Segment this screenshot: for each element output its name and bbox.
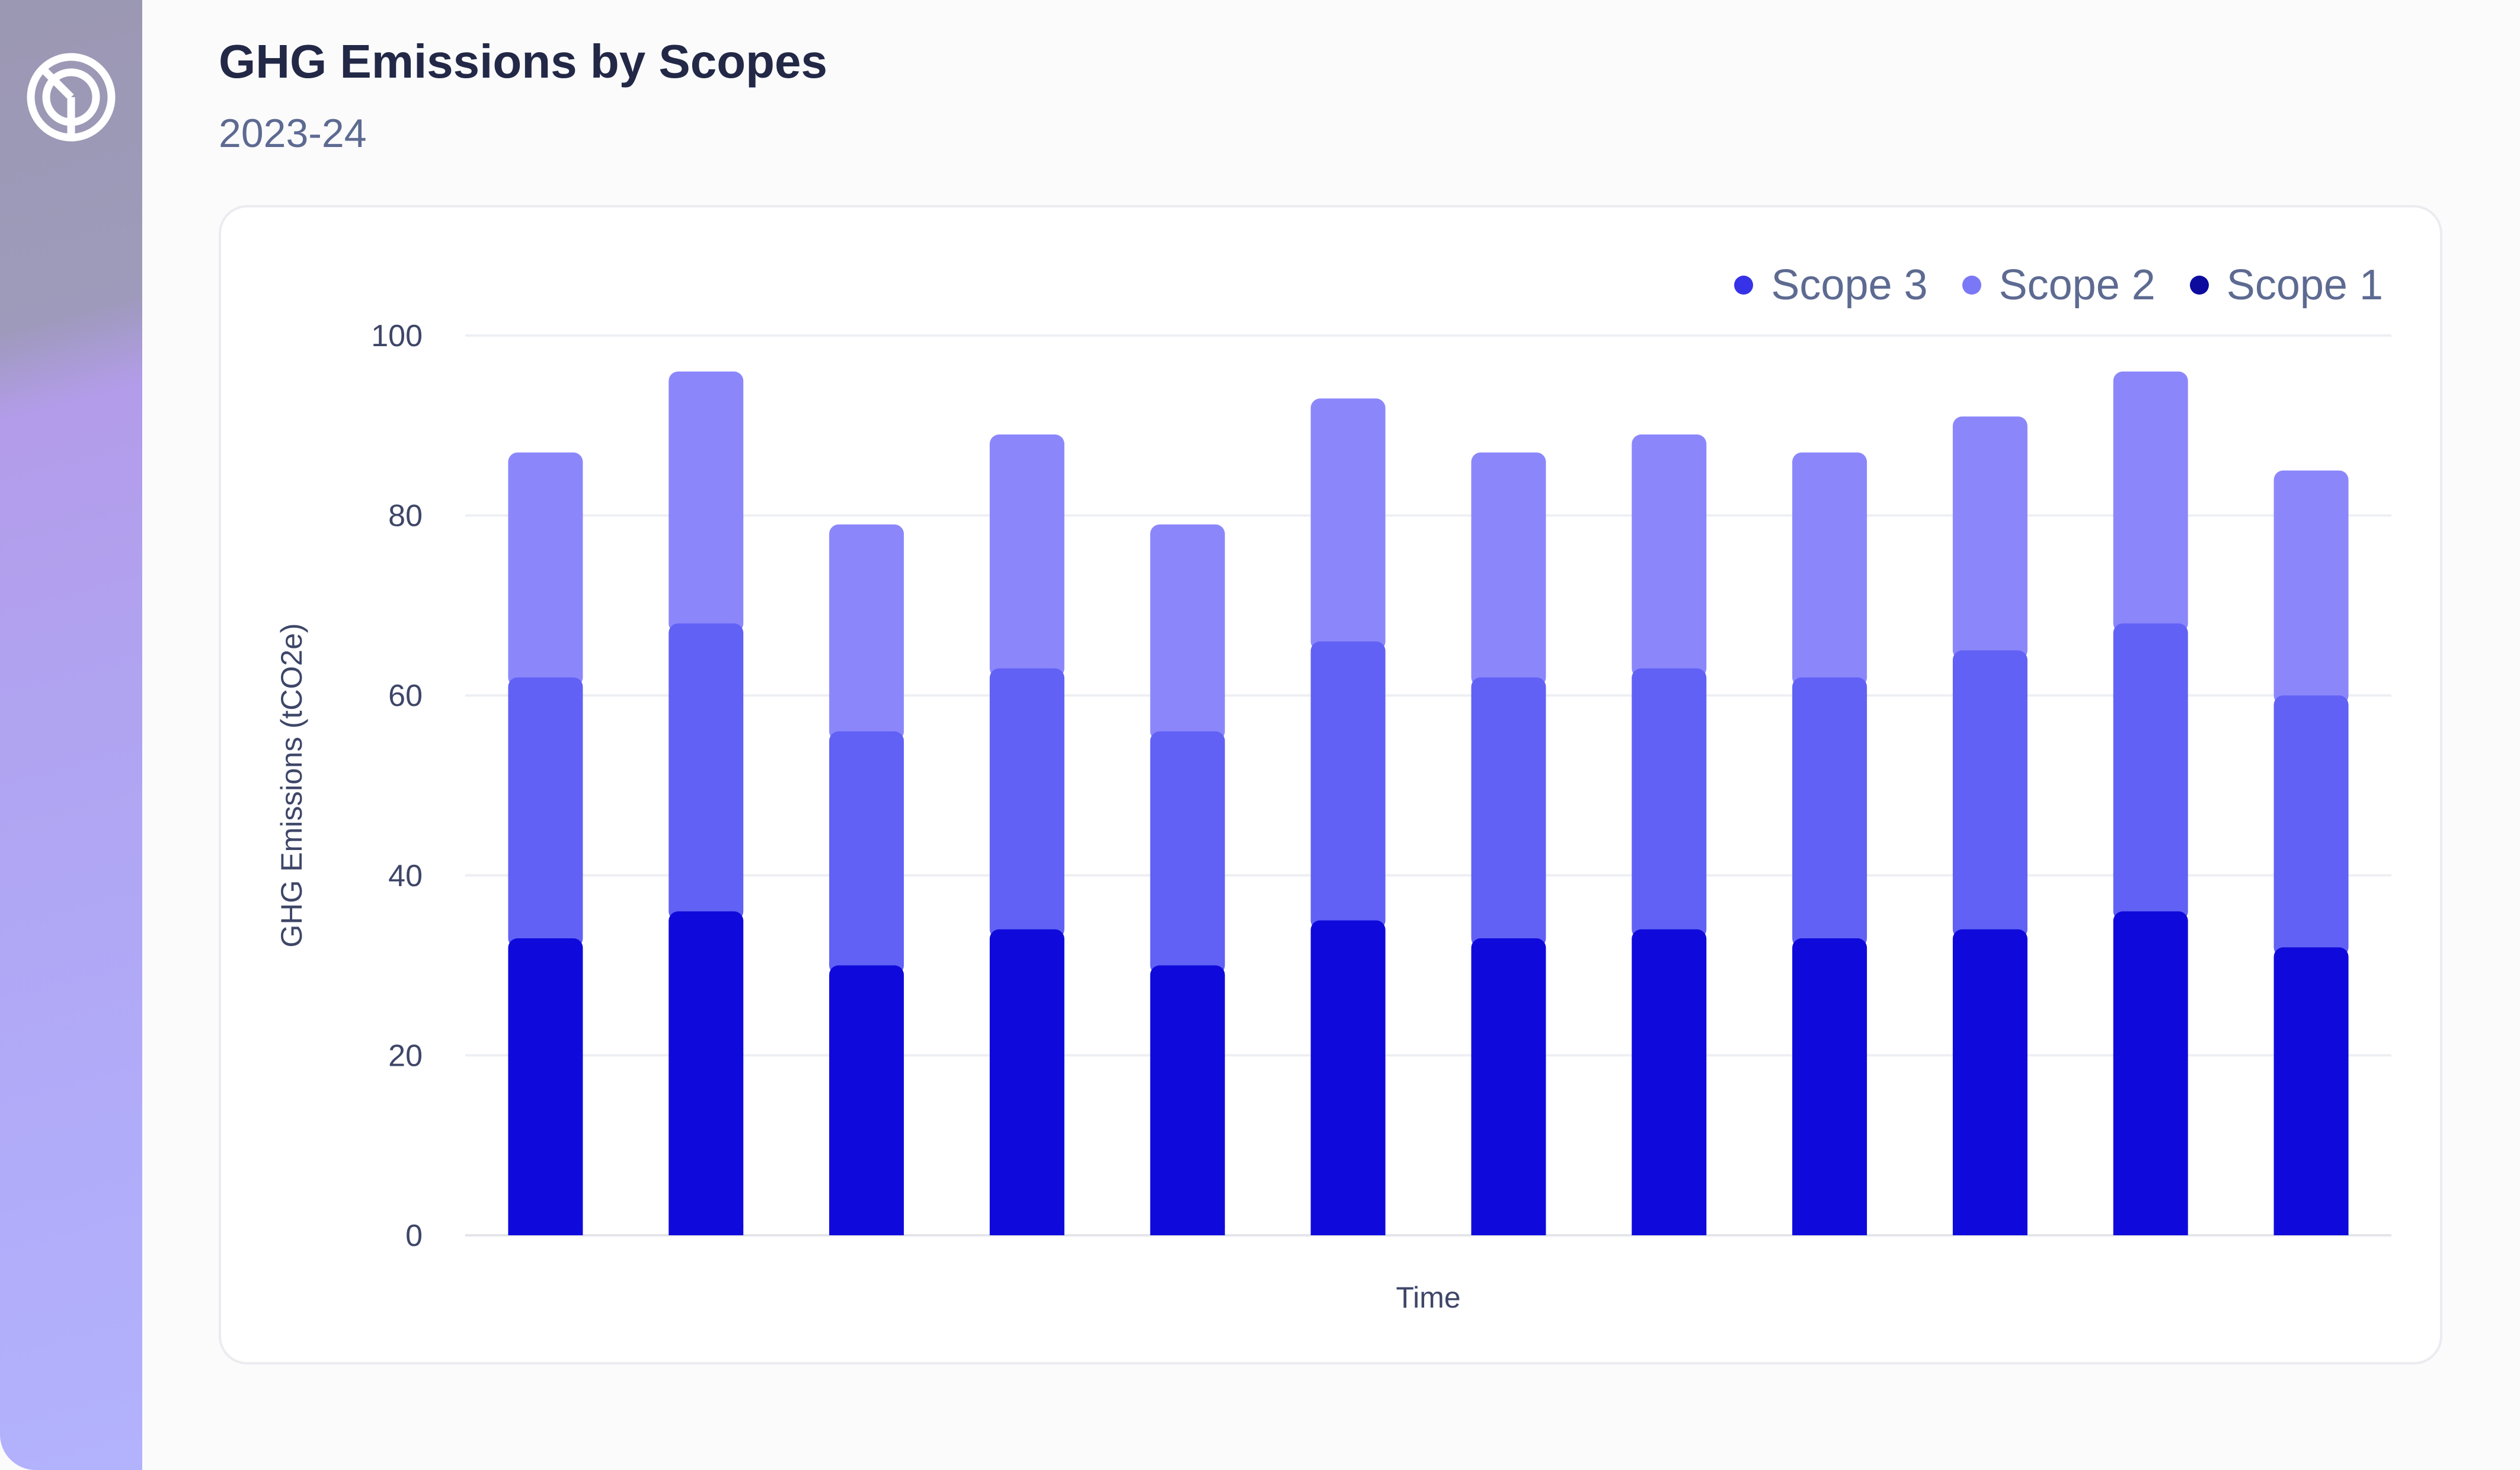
bar-scope-3-1 xyxy=(508,452,583,687)
legend-dot-scope-2 xyxy=(1962,276,1981,295)
bar-scope-1-5-base xyxy=(1150,1226,1225,1235)
stacked-bar-chart: 0 20 40 60 80 100 GHG Emissions (tCO2e) Time xyxy=(275,319,2391,1314)
page-title: GHG Emissions by Scopes xyxy=(219,35,827,88)
bar-scope-1-2-base xyxy=(669,1226,744,1235)
legend-item-scope-3[interactable]: Scope 3 xyxy=(1734,261,1928,309)
y-tick-label-100: 100 xyxy=(371,319,423,353)
bar-scope-1-10 xyxy=(1952,929,2027,1235)
bar-scope-1-5 xyxy=(1150,965,1225,1235)
bar-scope-3-4 xyxy=(989,434,1064,678)
bar-scope-2-1 xyxy=(508,677,583,948)
bar-scope-1-6 xyxy=(1310,920,1386,1235)
bar-scope-1-4 xyxy=(989,929,1064,1235)
bar-scope-1-8-base xyxy=(1632,1226,1707,1235)
bar-scope-1-7 xyxy=(1471,938,1546,1235)
bar-scope-1-11-base xyxy=(2113,1226,2188,1235)
legend-item-scope-2[interactable]: Scope 2 xyxy=(1962,261,2156,309)
y-tick-label-0: 0 xyxy=(405,1219,423,1253)
bar-scope-2-3 xyxy=(829,731,904,975)
bar-scope-3-7 xyxy=(1471,452,1546,687)
legend-label-scope-3: Scope 3 xyxy=(1771,261,1928,309)
brand-logo-icon[interactable] xyxy=(24,50,119,145)
legend-dot-scope-3 xyxy=(1734,276,1754,295)
y-tick-label-60: 60 xyxy=(388,679,423,713)
bar-scope-1-11 xyxy=(2113,911,2188,1235)
bar-scope-2-4 xyxy=(989,668,1064,939)
sidebar xyxy=(0,0,142,1470)
bar-scope-2-8 xyxy=(1632,668,1707,939)
bar-scope-3-11 xyxy=(2113,371,2188,633)
bar-scope-2-12 xyxy=(2273,695,2349,957)
bar-scope-3-8 xyxy=(1632,434,1707,678)
bar-scope-1-9-base xyxy=(1792,1226,1867,1235)
bar-scope-1-12 xyxy=(2273,947,2349,1235)
bar-scope-1-8 xyxy=(1632,929,1707,1235)
bar-scope-1-1 xyxy=(508,938,583,1235)
bar-scope-1-1-base xyxy=(508,1226,583,1235)
bar-scope-3-2 xyxy=(669,371,744,633)
legend-item-scope-1[interactable]: Scope 1 xyxy=(2189,261,2383,309)
chart-legend: Scope 3 Scope 2 Scope 1 xyxy=(1700,261,2383,309)
bar-scope-1-2 xyxy=(669,911,744,1235)
bar-scope-1-7-base xyxy=(1471,1226,1546,1235)
legend-label-scope-1: Scope 1 xyxy=(2226,261,2383,309)
bar-scope-2-11 xyxy=(2113,623,2188,921)
x-axis-label: Time xyxy=(1396,1281,1460,1314)
bar-scope-1-4-base xyxy=(989,1226,1064,1235)
bar-scope-2-5 xyxy=(1150,731,1225,975)
bar-scope-2-7 xyxy=(1471,677,1546,948)
bar-scope-1-6-base xyxy=(1310,1226,1386,1235)
legend-label-scope-2: Scope 2 xyxy=(1998,261,2156,309)
y-tick-label-40: 40 xyxy=(388,859,423,893)
bar-scope-2-6 xyxy=(1310,641,1386,930)
y-tick-label-80: 80 xyxy=(388,499,423,533)
chart-card: Scope 3 Scope 2 Scope 1 0 20 40 60 80 100 GHG … xyxy=(219,205,2442,1364)
bar-scope-2-10 xyxy=(1952,650,2027,939)
bar-scope-1-3-base xyxy=(829,1226,904,1235)
bar-scope-3-10 xyxy=(1952,416,2027,660)
bar-scope-2-2 xyxy=(669,623,744,921)
bar-scope-1-12-base xyxy=(2273,1226,2349,1235)
y-tick-label-20: 20 xyxy=(388,1038,423,1073)
bar-scope-3-9 xyxy=(1792,452,1867,687)
bar-scope-3-3 xyxy=(829,524,904,741)
bar-scope-1-10-base xyxy=(1952,1226,2027,1235)
page-subtitle: 2023-24 xyxy=(219,111,367,156)
bar-scope-3-6 xyxy=(1310,398,1386,651)
y-axis-label: GHG Emissions (tCO2e) xyxy=(275,623,308,947)
legend-dot-scope-1 xyxy=(2189,276,2209,295)
bar-scope-3-12 xyxy=(2273,470,2349,705)
bar-scope-1-9 xyxy=(1792,938,1867,1235)
bar-scope-3-5 xyxy=(1150,524,1225,741)
bar-scope-2-9 xyxy=(1792,677,1867,948)
bar-scope-1-3 xyxy=(829,965,904,1235)
